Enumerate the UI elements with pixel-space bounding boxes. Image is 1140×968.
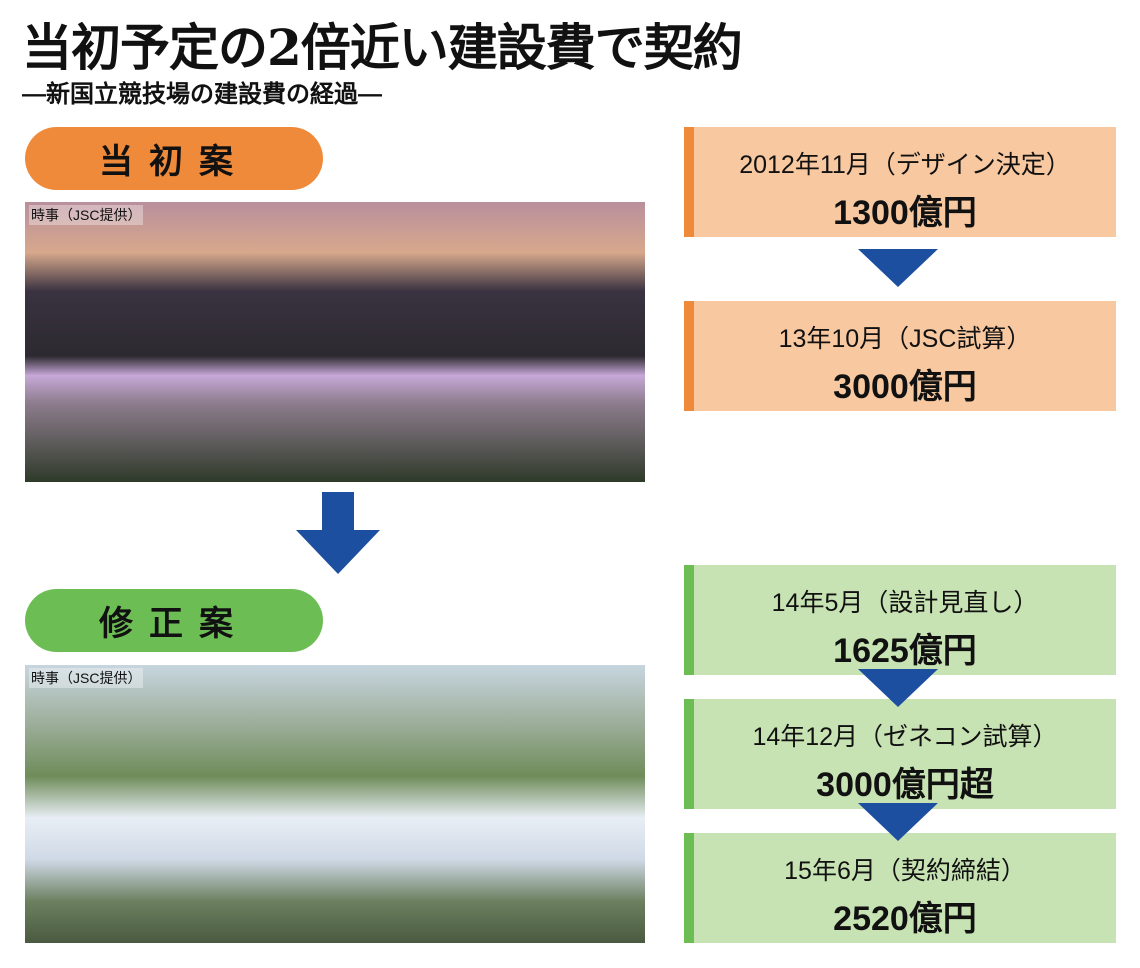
original-plan-label: 当初案 [25,127,323,190]
timeline-box: 14年12月（ゼネコン試算） 3000億円超 [684,699,1116,809]
timeline-date: 13年10月（JSC試算） [778,325,1032,353]
timeline-cost: 1300億円 [833,194,977,232]
timeline-cost: 3000億円 [833,368,977,406]
photo-credit: 時事（JSC提供） [29,205,144,225]
timeline-date: 14年5月（設計見直し） [771,589,1039,617]
timeline-cost: 2520億円 [833,900,977,938]
down-triangle-icon [858,249,938,287]
timeline-box: 15年6月（契約締結） 2520億円 [684,833,1116,943]
timeline-cost: 1625億円 [833,632,977,670]
subtitle: ―新国立競技場の建設費の経過― [22,81,382,108]
down-triangle-icon [858,669,938,707]
timeline-box: 13年10月（JSC試算） 3000億円 [684,301,1116,411]
revised-stadium-photo: 時事（JSC提供） [25,665,645,943]
timeline-date: 14年12月（ゼネコン試算） [752,723,1058,751]
timeline-date: 15年6月（契約締結） [784,857,1026,885]
original-stadium-photo: 時事（JSC提供） [25,202,645,482]
timeline-cost: 3000億円超 [816,766,994,804]
down-triangle-icon [858,803,938,841]
timeline-box: 2012年11月（デザイン決定） 1300億円 [684,127,1116,237]
photo-credit: 時事（JSC提供） [29,668,144,688]
timeline-date: 2012年11月（デザイン決定） [739,151,1071,179]
revised-plan-label: 修正案 [25,589,323,652]
down-arrow-icon [296,492,380,574]
timeline-box: 14年5月（設計見直し） 1625億円 [684,565,1116,675]
headline: 当初予定の2倍近い建設費で契約 [22,18,743,77]
